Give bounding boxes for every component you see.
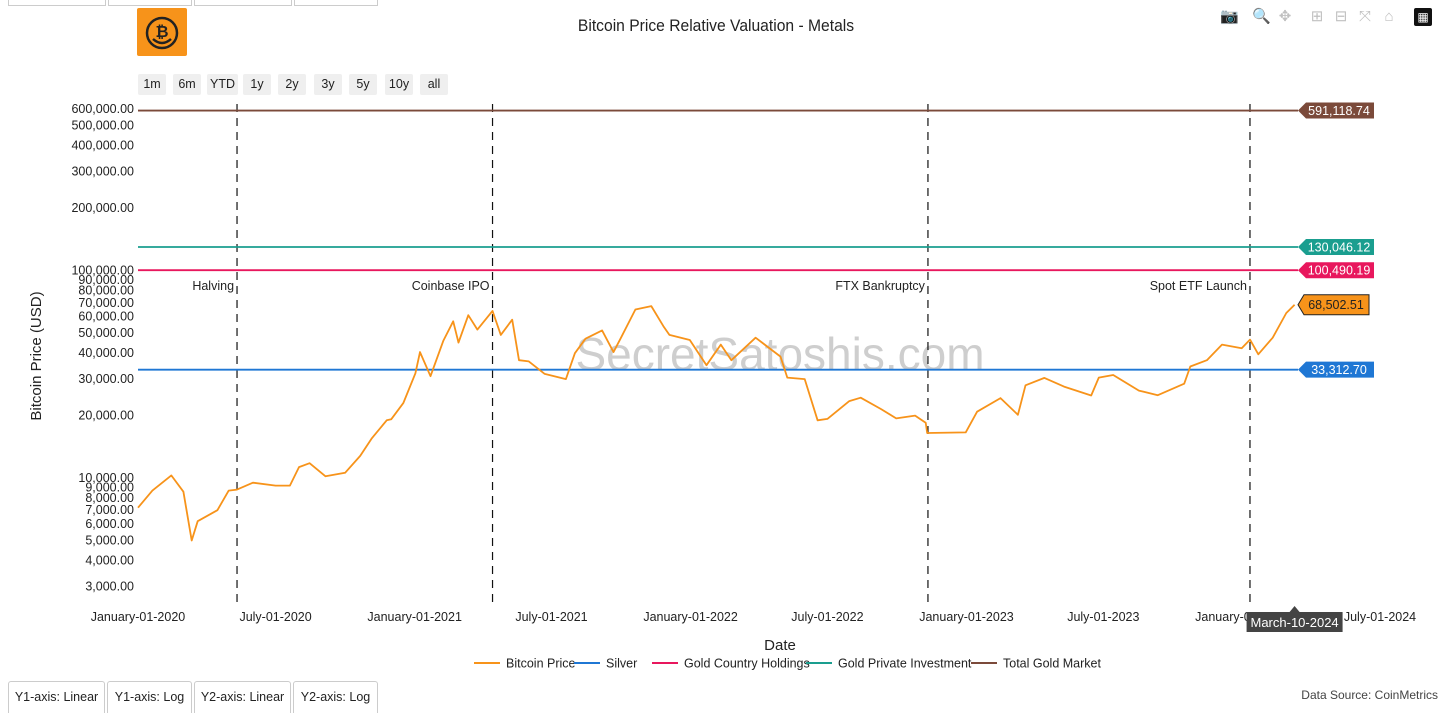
event-label: Spot ETF Launch: [1150, 279, 1247, 293]
y-tick-label: 100,000.00: [71, 264, 134, 278]
value-tag-label: 130,046.12: [1308, 240, 1371, 254]
x-tick-label: January-01-2024: [1195, 610, 1290, 624]
chart-title: Bitcoin Price Relative Valuation - Metal…: [577, 16, 855, 35]
y-tick-label: 60,000.00: [78, 310, 134, 324]
range-button-6m[interactable]: 6m: [173, 74, 201, 95]
top-tab[interactable]: [108, 0, 192, 6]
legend-item-gold_total: Total Gold Market: [1003, 657, 1101, 671]
x-tick-label: January-01-2021: [367, 610, 462, 624]
bitcoin-price-line: [137, 304, 1296, 542]
zoom-icon[interactable]: 🔍: [1252, 8, 1271, 25]
reset-axes-icon[interactable]: ⌂: [1384, 8, 1394, 25]
x-tick-label: July-01-2021: [515, 610, 587, 624]
value-tag-label: 100,490.19: [1308, 264, 1371, 278]
value-tag-gold_country: [1298, 262, 1374, 279]
y-tick-label: 200,000.00: [71, 201, 134, 215]
value-tag-silver: [1298, 361, 1374, 378]
y-tick-label: 30,000.00: [78, 372, 134, 386]
y-tick-label: 7,000.00: [85, 503, 134, 517]
y-tick-label: 70,000.00: [78, 296, 134, 310]
autoscale-icon[interactable]: ⤧: [1358, 8, 1371, 25]
range-button-10y[interactable]: 10y: [385, 74, 413, 95]
legend-item-gold_country: Gold Country Holdings: [684, 657, 810, 671]
range-button-3y[interactable]: 3y: [314, 74, 342, 95]
event-label: Halving: [192, 279, 234, 293]
y-tick-label: 40,000.00: [78, 346, 134, 360]
y-tick-label: 80,000.00: [78, 284, 134, 298]
pan-icon[interactable]: ✥: [1278, 8, 1292, 25]
y-tick-label: 10,000.00: [78, 471, 134, 485]
zoom-out-icon[interactable]: ⊟: [1334, 8, 1348, 25]
x-tick-label: July-01-2023: [1067, 610, 1139, 624]
x-tick-label: July-01-2024: [1344, 610, 1416, 624]
value-tag-gold_total: [1298, 102, 1374, 119]
value-tag-label: 33,312.70: [1311, 363, 1367, 377]
watermark: SecretSatoshis.com: [575, 328, 984, 380]
axis-tab-4[interactable]: Y2-axis: Log: [293, 681, 378, 713]
y-tick-label: 300,000.00: [71, 165, 134, 179]
event-label: Coinbase IPO: [412, 279, 490, 293]
y-tick-label: 3,000.00: [85, 580, 134, 594]
y-tick-label: 50,000.00: [78, 326, 134, 340]
camera-icon[interactable]: 📷: [1220, 8, 1239, 25]
y-tick-label: 90,000.00: [78, 273, 134, 287]
top-tab[interactable]: [294, 0, 378, 6]
value-tag-gold_private: [1298, 238, 1374, 255]
y-tick-label: 600,000.00: [71, 102, 134, 116]
range-button-ytd[interactable]: YTD: [207, 74, 238, 95]
range-button-all[interactable]: all: [420, 74, 448, 95]
axis-tab-3[interactable]: Y2-axis: Linear: [194, 681, 291, 713]
hover-date-tag: [1246, 606, 1343, 632]
y-axis-title: Bitcoin Price (USD): [28, 291, 45, 420]
y-tick-label: 400,000.00: [71, 139, 134, 153]
value-tag-bitcoin: [1297, 294, 1370, 316]
x-tick-label: July-01-2020: [239, 610, 311, 624]
y-tick-label: 5,000.00: [85, 534, 134, 548]
y-tick-label: 500,000.00: [71, 119, 134, 133]
x-tick-label: July-01-2022: [791, 610, 863, 624]
y-tick-label: 9,000.00: [85, 481, 134, 495]
legend-item-silver: Silver: [606, 657, 637, 671]
hover-date-label: March-10-2024: [1251, 615, 1339, 630]
y-tick-label: 20,000.00: [78, 409, 134, 423]
value-tag-label: 591,118.74: [1308, 104, 1370, 118]
x-tick-label: January-01-2022: [643, 610, 738, 624]
event-label: FTX Bankruptcy: [835, 279, 925, 293]
legend-item-bitcoin: Bitcoin Price: [506, 657, 576, 671]
axis-tab-2[interactable]: Y1-axis: Log: [107, 681, 192, 713]
y-tick-label: 4,000.00: [85, 554, 134, 568]
modebar: 📷 🔍 ✥ ⊞ ⊟ ⤧ ⌂ ▦: [1220, 8, 1440, 28]
range-button-2y[interactable]: 2y: [278, 74, 306, 95]
zoom-in-icon[interactable]: ⊞: [1310, 8, 1324, 25]
bitcoin-smiley-logo-icon: ₿: [137, 8, 187, 56]
range-button-1y[interactable]: 1y: [243, 74, 271, 95]
y-tick-label: 6,000.00: [85, 517, 134, 531]
plotly-logo-icon[interactable]: ▦: [1414, 8, 1432, 26]
legend-item-gold_private: Gold Private Investment: [838, 657, 972, 671]
data-source-note: Data Source: CoinMetrics: [1301, 688, 1438, 702]
x-axis-title: Date: [764, 637, 796, 654]
top-tab[interactable]: [194, 0, 292, 6]
range-button-1m[interactable]: 1m: [138, 74, 166, 95]
x-tick-label: January-01-2023: [919, 610, 1014, 624]
top-tab[interactable]: [8, 0, 106, 6]
range-button-5y[interactable]: 5y: [349, 74, 377, 95]
x-tick-label: January-01-2020: [91, 610, 186, 624]
value-tag-label: 68,502.51: [1308, 298, 1364, 312]
svg-text:₿: ₿: [155, 23, 168, 41]
axis-tab-1[interactable]: Y1-axis: Linear: [8, 681, 105, 713]
y-tick-label: 8,000.00: [85, 491, 134, 505]
